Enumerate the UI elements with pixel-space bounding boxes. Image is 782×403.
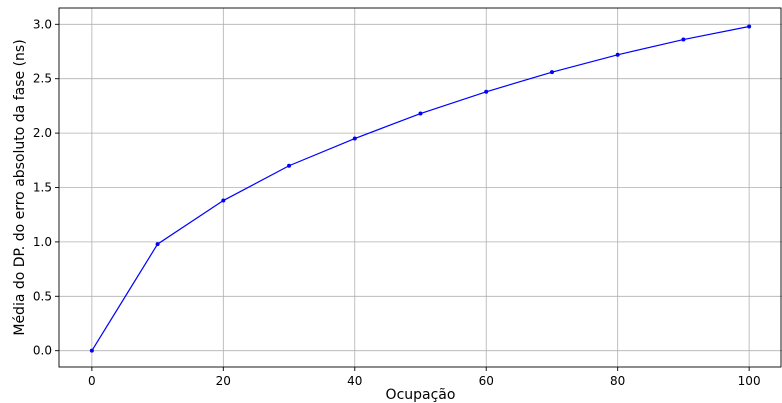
x-tick-label: 100 [738, 374, 761, 388]
data-point [484, 89, 489, 94]
axis-ticks: 0 20 40 60 80 100 0.0 0.5 1.0 1.5 2.0 2.5 3.0 [33, 17, 761, 388]
data-point [615, 52, 620, 57]
data-point [352, 136, 357, 141]
data-point [681, 37, 686, 42]
grid-lines [59, 8, 782, 367]
x-tick-label: 40 [347, 374, 362, 388]
y-tick-label: 0.0 [33, 344, 52, 358]
x-tick-label: 0 [88, 374, 96, 388]
plot-frame [58, 7, 782, 368]
y-tick-label: 2.5 [33, 72, 52, 86]
y-tick-label: 2.0 [33, 126, 52, 140]
series-line [91, 25, 750, 351]
y-tick-label: 1.5 [33, 181, 52, 195]
y-tick-label: 3.0 [33, 17, 52, 31]
data-point [89, 348, 94, 353]
data-point [418, 111, 423, 116]
data-point [549, 70, 554, 75]
x-tick-label: 80 [610, 374, 625, 388]
data-point [747, 24, 752, 29]
x-tick-label: 60 [479, 374, 494, 388]
x-tick-label: 20 [216, 374, 231, 388]
y-tick-label: 1.0 [33, 235, 52, 249]
x-axis-label: Ocupação [386, 387, 456, 403]
y-tick-label: 0.5 [33, 289, 52, 303]
y-axis-label: Média do DP. do erro absoluto da fase (n… [12, 39, 28, 335]
data-point [221, 198, 226, 203]
series-layer [89, 24, 752, 353]
data-point [287, 163, 292, 168]
data-point [155, 242, 160, 247]
